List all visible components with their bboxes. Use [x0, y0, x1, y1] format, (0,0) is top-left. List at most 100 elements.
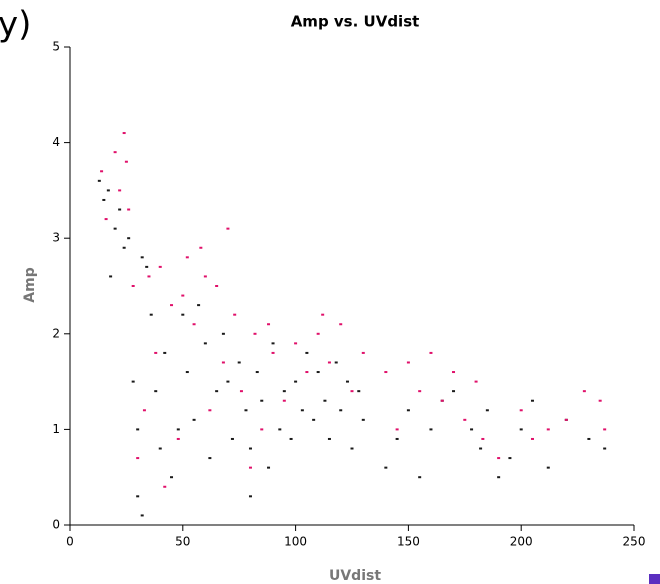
point: [587, 437, 591, 440]
point: [122, 246, 126, 249]
point: [124, 160, 128, 163]
point: [127, 208, 131, 211]
point: [131, 380, 135, 383]
y-axis-label: Amp: [22, 267, 38, 302]
x-tick-label: 100: [284, 535, 307, 549]
point: [418, 390, 422, 393]
point: [185, 371, 189, 374]
point: [239, 390, 243, 393]
point: [497, 476, 501, 479]
point: [582, 390, 586, 393]
point: [312, 418, 316, 421]
corner-icon: [649, 574, 660, 584]
point: [530, 399, 534, 402]
point: [519, 428, 523, 431]
point: [305, 351, 309, 354]
point: [339, 323, 343, 326]
point: [197, 304, 201, 307]
point: [463, 418, 467, 421]
point: [149, 313, 153, 316]
point: [203, 275, 207, 278]
point: [267, 466, 271, 469]
point: [185, 256, 189, 259]
point: [339, 409, 343, 412]
point: [282, 399, 286, 402]
point: [122, 132, 126, 135]
point: [429, 351, 433, 354]
point: [564, 418, 568, 421]
point: [113, 227, 117, 230]
point: [170, 476, 174, 479]
side-fragment: y): [0, 5, 31, 45]
point: [418, 476, 422, 479]
point: [260, 399, 264, 402]
point: [154, 351, 158, 354]
point: [316, 332, 320, 335]
point: [131, 285, 135, 287]
point: [508, 457, 512, 460]
point: [192, 418, 196, 421]
y-tick-label: 3: [52, 231, 60, 245]
point: [176, 437, 180, 440]
point: [158, 447, 162, 450]
point: [176, 428, 180, 431]
point: [350, 447, 354, 450]
point: [327, 361, 331, 364]
point: [474, 380, 478, 383]
x-tick-label: 50: [175, 535, 190, 549]
y-tick-label: 2: [52, 326, 60, 340]
point: [361, 351, 365, 354]
point: [154, 390, 158, 393]
point: [215, 285, 219, 287]
point: [233, 313, 237, 316]
point: [305, 371, 309, 374]
point: [289, 437, 293, 440]
point: [384, 466, 388, 469]
point: [321, 313, 325, 316]
point: [530, 437, 534, 440]
point: [260, 428, 264, 431]
point: [598, 399, 602, 402]
point: [294, 380, 298, 383]
point: [140, 256, 144, 259]
point: [603, 447, 607, 450]
point: [327, 437, 331, 440]
point: [136, 495, 140, 498]
point: [406, 409, 410, 412]
point: [334, 361, 338, 364]
point: [248, 466, 252, 469]
y-tick-label: 0: [52, 518, 60, 532]
point: [208, 457, 212, 460]
point: [361, 418, 365, 421]
point: [244, 409, 248, 412]
point: [203, 342, 207, 345]
point: [102, 198, 106, 201]
point: [199, 246, 203, 249]
point: [267, 323, 271, 326]
point: [294, 342, 298, 345]
point: [147, 275, 151, 278]
point: [136, 457, 140, 460]
x-tick-label: 0: [66, 535, 74, 549]
point: [142, 409, 146, 412]
point: [106, 189, 110, 192]
x-tick-label: 150: [397, 535, 420, 549]
point: [479, 447, 483, 450]
point: [127, 237, 131, 240]
point: [429, 428, 433, 431]
y-tick-label: 1: [52, 422, 60, 436]
x-tick-label: 200: [510, 535, 533, 549]
point: [546, 466, 550, 469]
point: [470, 428, 474, 431]
point: [253, 332, 257, 335]
point: [208, 409, 212, 412]
point: [255, 371, 259, 374]
point: [452, 371, 456, 374]
point: [226, 380, 230, 383]
point: [323, 399, 327, 402]
point: [113, 151, 117, 154]
point: [140, 514, 144, 517]
point: [248, 447, 252, 450]
